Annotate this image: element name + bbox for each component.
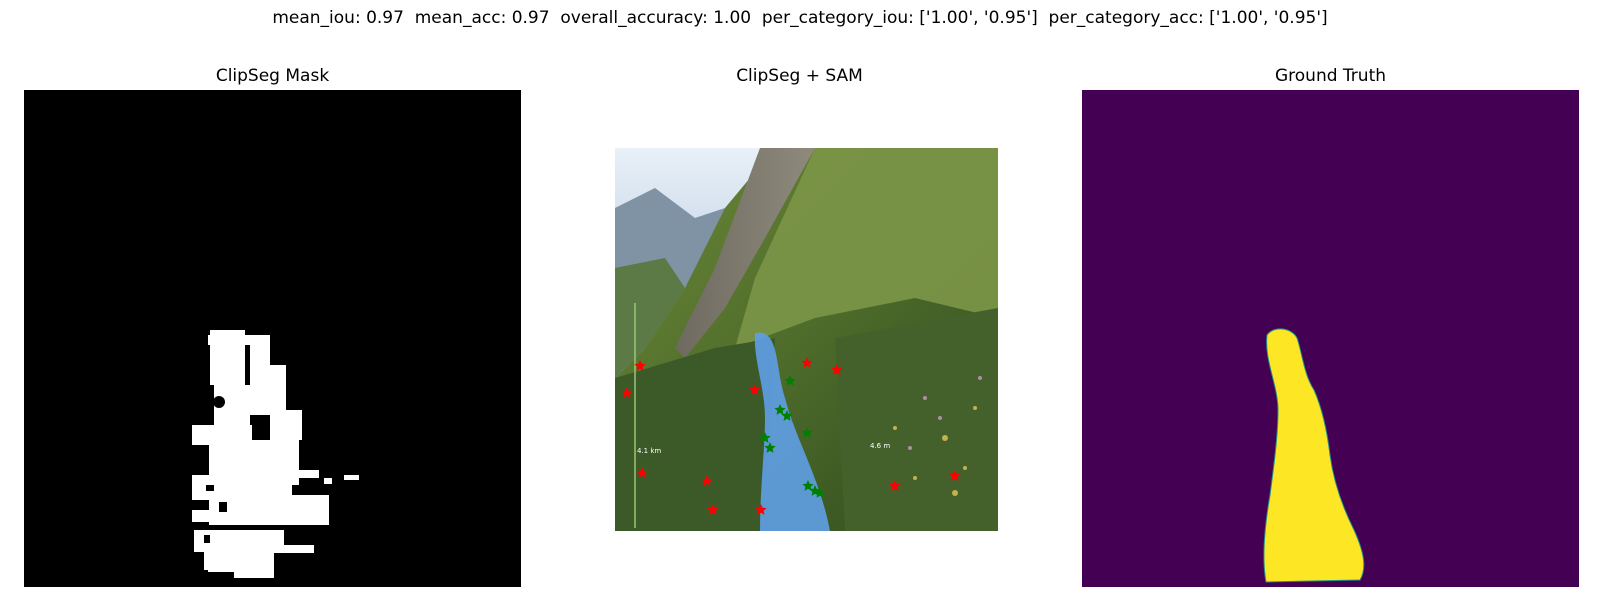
negative-point-marker [636, 467, 648, 478]
negative-point-marker [701, 475, 713, 486]
negative-point-marker [755, 504, 767, 515]
ground-truth-foreground [1263, 328, 1365, 583]
positive-point-marker [802, 480, 814, 491]
photo-label-distance: 4.1 km [637, 447, 661, 455]
negative-point-marker [621, 387, 633, 398]
negative-point-marker [889, 480, 901, 491]
clipseg-mask-image [24, 90, 521, 587]
metrics-suptitle: mean_iou: 0.97 mean_acc: 0.97 overall_ac… [272, 8, 1328, 28]
positive-point-marker [781, 410, 793, 421]
panel-title-clipseg-sam: ClipSeg + SAM [736, 66, 863, 86]
positive-point-marker [759, 432, 771, 443]
ground-truth-image [1082, 90, 1579, 587]
panel-title-clipseg-mask: ClipSeg Mask [215, 66, 330, 86]
positive-point-marker [784, 375, 796, 386]
mask-foreground-region [192, 330, 359, 578]
positive-point-marker [814, 487, 826, 498]
negative-point-marker [749, 384, 761, 395]
positive-point-marker [801, 427, 813, 438]
panel-title-ground-truth: Ground Truth [1274, 66, 1387, 86]
positive-point-marker [774, 404, 786, 415]
negative-point-marker [634, 360, 646, 371]
negative-point-marker [949, 470, 961, 481]
negative-point-marker [707, 504, 719, 515]
negative-point-marker [801, 357, 813, 368]
negative-point-marker [831, 364, 843, 375]
clipseg-sam-image: 4.1 km 4.6 m [615, 148, 998, 531]
photo-label-elevation: 4.6 m [870, 442, 890, 450]
sam-mask-overlay [754, 332, 830, 531]
positive-point-marker [764, 442, 776, 453]
